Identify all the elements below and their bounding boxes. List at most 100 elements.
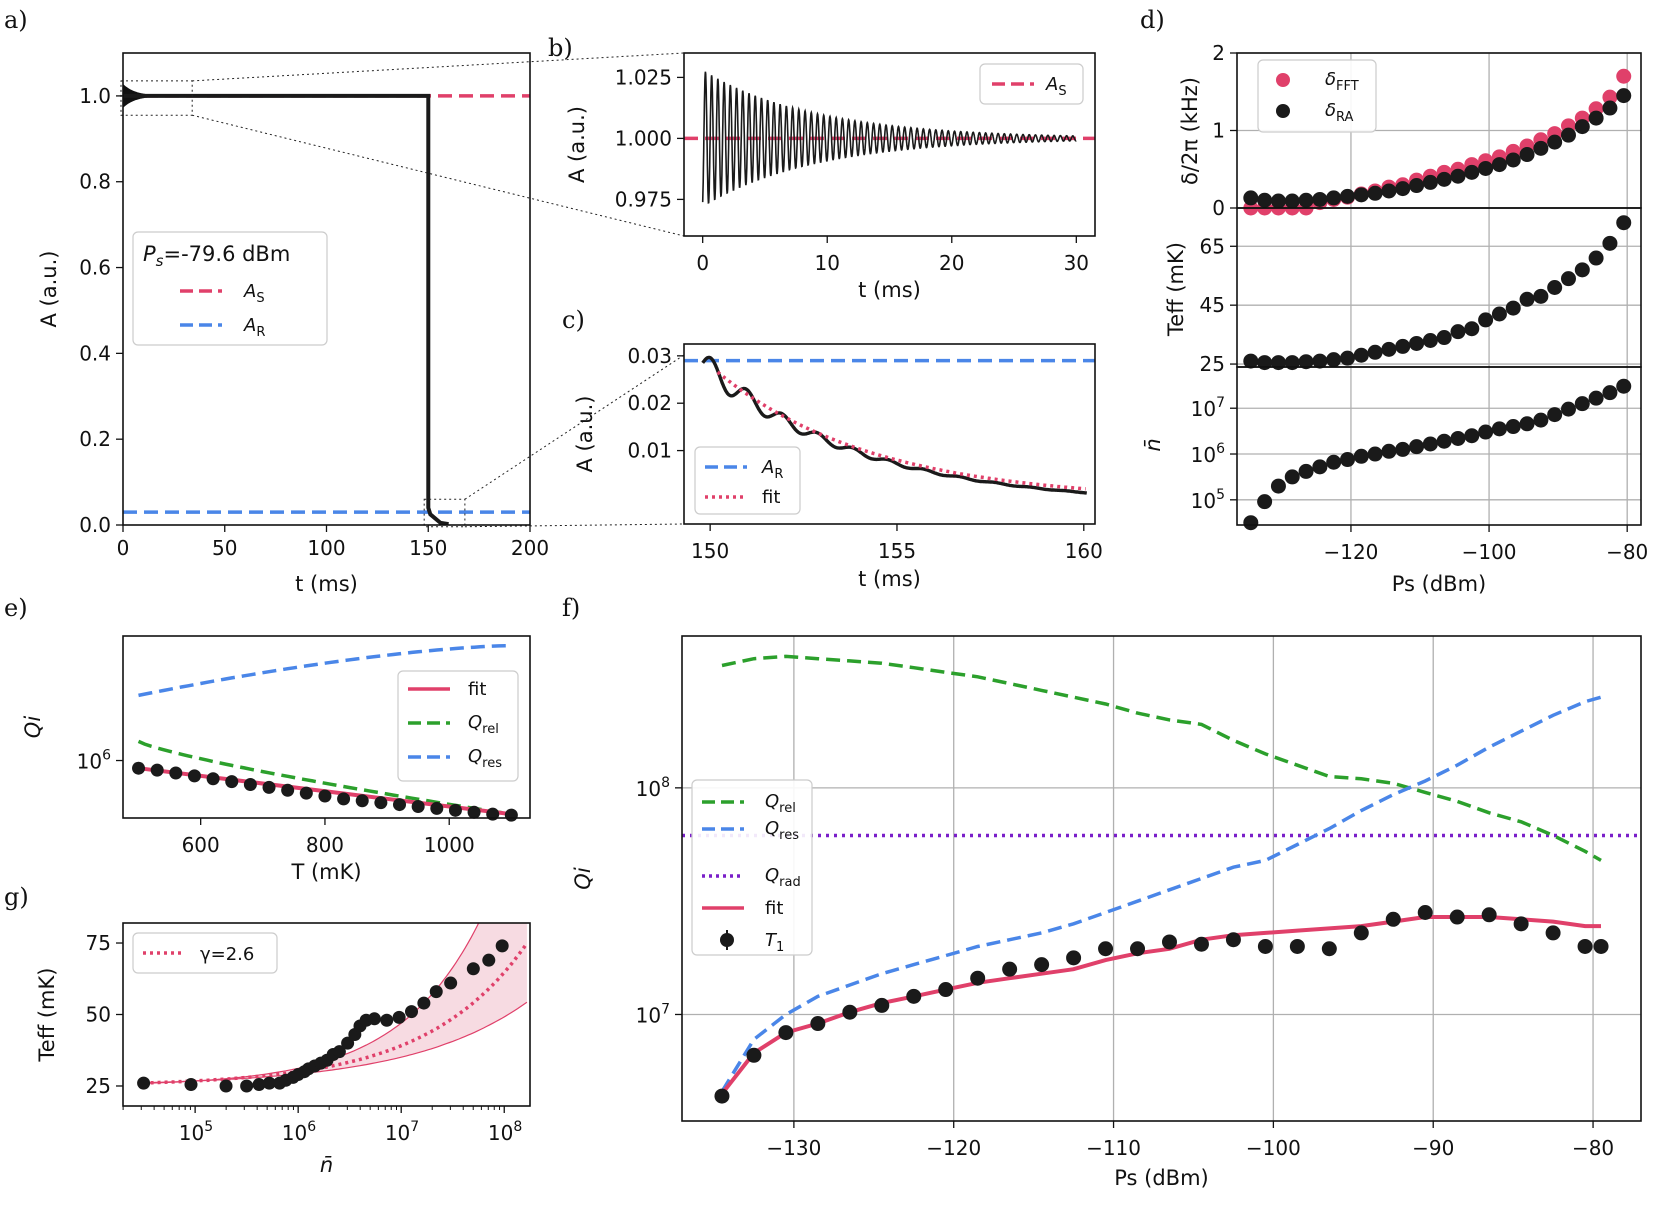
g-Teff-point	[495, 939, 509, 953]
d-top-ylabel-text: δ/2π (kHz)	[1178, 77, 1202, 185]
f-legend-Qres-label-sym: Q	[765, 818, 779, 839]
f-legend-Qrad-label-sub: rad	[779, 875, 801, 890]
d-legend-FFT-sym: δ	[1325, 69, 1336, 90]
d-nbar-point	[1450, 430, 1466, 446]
d-Teff-point	[1298, 354, 1314, 370]
e-xlabel: T (mK)	[290, 860, 361, 884]
f-T1-point	[1034, 957, 1050, 973]
a-legend-AR-label-sub: R	[256, 325, 265, 340]
d-Teff-point	[1243, 353, 1259, 369]
d-mid-ylabel-text: Teff (mK)	[1164, 242, 1188, 337]
e-Qi-point	[374, 796, 388, 810]
d-legend-FFT-label: δFFT	[1325, 69, 1359, 94]
f-ylabel-text: Qi	[571, 867, 595, 890]
a-ytick-label: 0.8	[79, 170, 111, 194]
e-xtick-label: 800	[306, 833, 344, 857]
g-Teff-point	[252, 1078, 266, 1092]
d-nbar-point	[1422, 436, 1438, 452]
c-legend-fit-label: fit	[762, 487, 780, 508]
f-T1-point	[970, 970, 986, 986]
f-legend-Qres-label-sub: res	[779, 828, 799, 843]
f-legend-T1-label: T1	[765, 930, 784, 955]
g-legend-gamma-label: γ=2.6	[200, 944, 254, 965]
g-Teff-point	[392, 1010, 406, 1024]
d-nbar-point	[1381, 443, 1397, 459]
panel-label-b: b)	[548, 34, 573, 62]
f-T1-point	[1385, 911, 1401, 927]
d-Teff-point	[1519, 291, 1535, 307]
e-Qi-point	[318, 789, 332, 803]
d-nbar-point	[1326, 454, 1342, 470]
e-ylabel: Qi	[21, 716, 45, 739]
panel-label-g: g)	[4, 883, 29, 911]
b-xtick-label: 10	[815, 251, 840, 275]
e-Qi-point	[206, 772, 220, 786]
f-T1-point	[1417, 904, 1433, 920]
e-ytick-label-exp: 6	[102, 748, 111, 764]
e-xtick-label: 600	[182, 833, 220, 857]
panel-label-c: c)	[562, 306, 585, 334]
g-xtick-label-exp: 7	[410, 1119, 419, 1135]
g-xtick-label-exp: 5	[204, 1119, 213, 1135]
b-ytick-label: 1.025	[615, 65, 672, 89]
d-Teff-point	[1270, 355, 1286, 371]
a-zoom-connector-c	[464, 354, 685, 500]
f-Qres-line	[720, 695, 1602, 1093]
d-Teff-point	[1505, 300, 1521, 316]
e-Qi-point	[504, 808, 518, 822]
panel-label-a: a)	[4, 6, 28, 34]
f-xtick-label: −120	[926, 1136, 981, 1160]
b-ytick-label: 0.975	[615, 187, 672, 211]
c-frame	[683, 343, 1096, 525]
d-Teff-point	[1547, 280, 1563, 295]
d-Teff-point	[1560, 271, 1576, 287]
d-legend-RA-label: δRA	[1325, 100, 1354, 125]
d-deltaRA-point	[1450, 168, 1466, 184]
e-legend-Qres-label-sym: Q	[468, 746, 482, 767]
d-nbar-point	[1298, 463, 1314, 479]
f-ytick-label-exp: 7	[661, 1001, 670, 1017]
f-T1-point	[1577, 938, 1593, 954]
a-legend-AS-label-sym: A	[243, 281, 256, 302]
e-Qi-point	[430, 801, 444, 815]
d-mid-ytick-label: 25	[1200, 352, 1225, 376]
d-bot-frame	[1236, 366, 1642, 526]
f-T1-point	[1545, 925, 1561, 941]
a-legend-AR-label-sym: A	[243, 315, 256, 336]
a-legend-AS-label: AS	[243, 281, 265, 306]
f-T1-point	[714, 1088, 730, 1104]
g-Teff-point	[367, 1012, 381, 1026]
g-Teff-point	[240, 1079, 254, 1093]
d-top-ytick-label: 1	[1212, 119, 1225, 143]
d-Teff-point	[1450, 324, 1466, 340]
d-nbar-point	[1353, 448, 1369, 464]
f-legend-T1-label-sub: 1	[776, 940, 784, 955]
f-legend	[691, 779, 813, 956]
b-ylabel: A (a.u.)	[565, 106, 589, 183]
a-zoom-connector-c	[464, 523, 685, 528]
a-xtick-label: 0	[117, 536, 130, 560]
f-legend-Qrad-label-sym: Q	[765, 865, 779, 886]
g-Teff-point	[262, 1076, 276, 1090]
b-legend-AS-label-sub: S	[1058, 84, 1066, 99]
d-bot-ytick-label: 107	[1191, 395, 1225, 421]
d-bot-ylabel: n̄	[1141, 438, 1165, 451]
b-xtick-label: 0	[696, 251, 709, 275]
d-deltaRA-point	[1367, 185, 1383, 201]
d-deltaRA-point	[1478, 160, 1494, 176]
f-legend-Qrad-label: Qrad	[765, 865, 801, 890]
g-ytick-label: 75	[86, 931, 111, 955]
d-nbar-point	[1588, 390, 1604, 406]
d-Teff-point	[1339, 350, 1355, 366]
d-Teff-point	[1616, 215, 1632, 231]
d-nbar-point	[1602, 385, 1618, 401]
d-nbar-point	[1560, 401, 1576, 417]
d-legend-RA-sym: δ	[1325, 100, 1336, 121]
f-T1-point	[1481, 907, 1497, 923]
d-bot-ytick-label-base: 10	[1191, 397, 1216, 421]
d-deltaRA-point	[1326, 190, 1342, 206]
d-Teff-point	[1588, 250, 1604, 266]
d-nbar-point	[1367, 446, 1383, 462]
g-Teff-point	[429, 985, 443, 999]
